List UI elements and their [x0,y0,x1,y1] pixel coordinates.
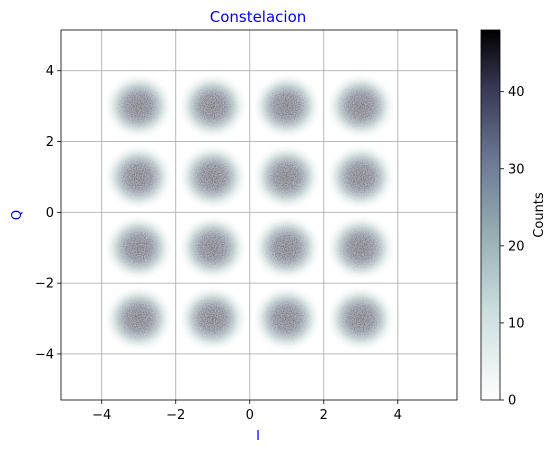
y-tick-label: −2 [35,277,54,292]
colorbar-ticks: 0 10 20 30 40 [500,85,525,409]
colorbar-label: Counts [532,192,547,238]
x-tick-label: 2 [320,408,328,423]
constellation-cluster [325,214,396,282]
colorbar-tick-label: 30 [508,162,525,177]
constellation-cluster [103,284,174,353]
grid-lines [61,30,457,400]
colorbar [480,29,501,401]
constellation-cluster [325,143,396,211]
constellation-cluster [103,72,174,140]
x-tick-label: 0 [246,408,254,423]
constellation-cluster [103,143,174,211]
y-tick-label: −4 [35,347,54,362]
constellation-clusters [103,72,396,353]
y-tick-label: 2 [46,135,54,150]
x-axis-ticks: −4 −2 0 2 4 [92,400,402,423]
x-tick-label: −4 [92,408,111,423]
plot-frame [60,29,458,401]
colorbar-tick-label: 40 [508,85,525,100]
constellation-cluster [177,284,248,353]
constellation-cluster [177,214,248,282]
y-axis-label: Q [10,210,25,220]
constellation-cluster [251,72,322,140]
constellation-cluster [251,143,322,211]
x-axis-label: I [256,429,260,444]
constellation-cluster [325,72,396,140]
constellation-cluster [177,72,248,140]
constellation-cluster [251,284,322,353]
colorbar-tick-label: 20 [508,239,525,254]
y-tick-label: 4 [46,64,54,79]
x-tick-label: 4 [394,408,402,423]
constellation-cluster [177,143,248,211]
constellation-cluster [251,214,322,282]
colorbar-tick-label: 10 [508,316,525,331]
y-tick-label: 0 [46,206,54,221]
constellation-cluster [325,284,396,353]
colorbar-tick-label: 0 [508,394,516,409]
x-tick-label: −2 [166,408,185,423]
y-axis-ticks: −4 −2 0 2 4 [35,64,61,362]
constellation-cluster [103,214,174,282]
chart-title: Constelacion [210,8,307,26]
